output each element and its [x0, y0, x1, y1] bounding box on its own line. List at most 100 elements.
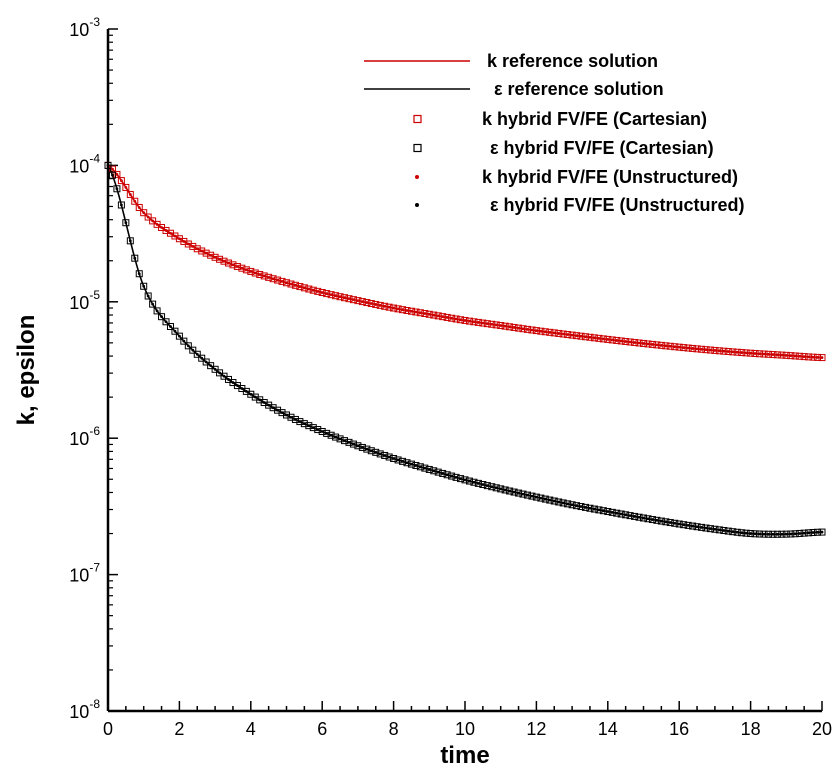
marker-square-epsilon	[787, 530, 795, 538]
marker-square-epsilon	[742, 529, 750, 537]
marker-square-epsilon	[617, 510, 625, 518]
marker-square-epsilon	[564, 500, 572, 508]
marker-square-k	[733, 348, 741, 356]
marker-square-k	[523, 325, 531, 333]
marker-dot-k	[695, 347, 699, 351]
marker-dot-epsilon	[570, 503, 574, 507]
marker-dot-epsilon	[316, 428, 320, 431]
marker-dot-epsilon	[552, 499, 556, 503]
marker-square-epsilon	[202, 358, 210, 366]
marker-dot-epsilon	[735, 530, 739, 534]
marker-square-epsilon	[483, 482, 491, 490]
marker-square-epsilon	[537, 494, 545, 502]
marker-dot-epsilon	[164, 320, 168, 324]
marker-square-k	[144, 213, 152, 221]
marker-dot-epsilon	[169, 325, 172, 328]
marker-square-epsilon	[412, 461, 420, 469]
marker-dot-k	[343, 296, 346, 300]
x-tick-label: 14	[598, 719, 618, 739]
marker-dot-epsilon	[311, 426, 315, 430]
marker-square-k	[238, 264, 246, 272]
marker-square-k	[590, 334, 598, 342]
marker-dot-epsilon	[195, 352, 199, 356]
marker-dot-epsilon	[543, 497, 547, 501]
marker-dot-k	[610, 338, 614, 342]
marker-square-k	[189, 242, 197, 250]
marker-square-k	[653, 341, 661, 349]
marker-square-k	[224, 259, 232, 267]
marker-square-epsilon	[622, 511, 630, 519]
marker-dot-epsilon	[530, 494, 534, 498]
marker-square-epsilon	[506, 487, 514, 495]
marker-dot-k	[628, 340, 632, 344]
marker-dot-epsilon	[709, 527, 712, 531]
marker-square-epsilon	[140, 282, 148, 290]
legend-label: k hybrid FV/FE (Cartesian)	[482, 109, 707, 129]
marker-dot-k	[642, 342, 645, 345]
marker-square-epsilon	[782, 530, 790, 538]
marker-square-epsilon	[501, 486, 509, 494]
marker-dot-epsilon	[445, 473, 449, 477]
marker-dot-epsilon	[186, 344, 190, 348]
marker-square-epsilon	[568, 501, 576, 509]
marker-square-k	[363, 299, 371, 307]
marker-square-k	[555, 329, 563, 337]
marker-square-epsilon	[358, 443, 366, 451]
marker-dot-k	[588, 335, 592, 339]
marker-square-epsilon	[452, 473, 460, 481]
legend-label: k reference solution	[487, 51, 658, 71]
marker-square-epsilon	[510, 488, 518, 496]
marker-dot-k	[726, 350, 730, 353]
marker-square-k	[773, 351, 781, 359]
marker-dot-epsilon	[811, 531, 815, 534]
x-tick-label: 8	[389, 719, 399, 739]
marker-square-k	[434, 312, 442, 320]
marker-square-epsilon	[751, 530, 759, 538]
marker-square-k	[787, 352, 795, 360]
marker-square-k	[211, 253, 219, 261]
y-tick-label: 10-3	[69, 15, 100, 40]
marker-dot-epsilon	[526, 493, 529, 497]
marker-dot-epsilon	[508, 489, 512, 493]
marker-square-epsilon	[341, 437, 349, 445]
marker-dot-k	[664, 344, 668, 348]
marker-dot-k	[704, 348, 708, 352]
marker-dot-k	[820, 356, 824, 359]
marker-dot-k	[722, 349, 726, 353]
marker-square-k	[595, 334, 603, 342]
marker-dot-epsilon	[704, 526, 708, 530]
marker-square-k	[269, 275, 277, 283]
marker-square-k	[778, 351, 786, 359]
marker-dot-epsilon	[294, 418, 297, 421]
marker-square-k	[274, 276, 282, 284]
marker-square-k	[314, 287, 322, 295]
marker-dot-k	[427, 312, 431, 316]
marker-square-k	[559, 330, 567, 338]
marker-dot-epsilon	[668, 521, 672, 524]
marker-dot-k	[646, 342, 650, 346]
marker-dot-k	[227, 261, 230, 265]
marker-dot-k	[731, 350, 735, 354]
marker-dot-k	[624, 340, 628, 343]
marker-square-epsilon	[180, 337, 188, 345]
marker-square-k	[640, 339, 647, 347]
marker-square-epsilon	[631, 512, 639, 520]
marker-dot-epsilon	[593, 507, 596, 511]
marker-dot-epsilon	[624, 513, 628, 517]
marker-square-k	[528, 326, 536, 334]
marker-dot-k	[606, 338, 610, 341]
marker-square-epsilon	[666, 519, 674, 527]
marker-dot-epsilon	[173, 329, 177, 333]
marker-dot-k	[789, 354, 793, 358]
marker-square-k	[586, 333, 594, 341]
marker-dot-epsilon	[111, 173, 114, 177]
marker-square-epsilon	[198, 354, 206, 362]
marker-dot-epsilon	[231, 381, 235, 384]
marker-square-epsilon	[706, 525, 714, 533]
marker-dot-k	[195, 247, 199, 251]
marker-dot-epsilon	[771, 532, 775, 536]
marker-square-k	[492, 321, 500, 329]
marker-dot-epsilon	[726, 529, 730, 533]
marker-square-epsilon	[390, 454, 398, 462]
marker-square-k	[764, 350, 772, 358]
